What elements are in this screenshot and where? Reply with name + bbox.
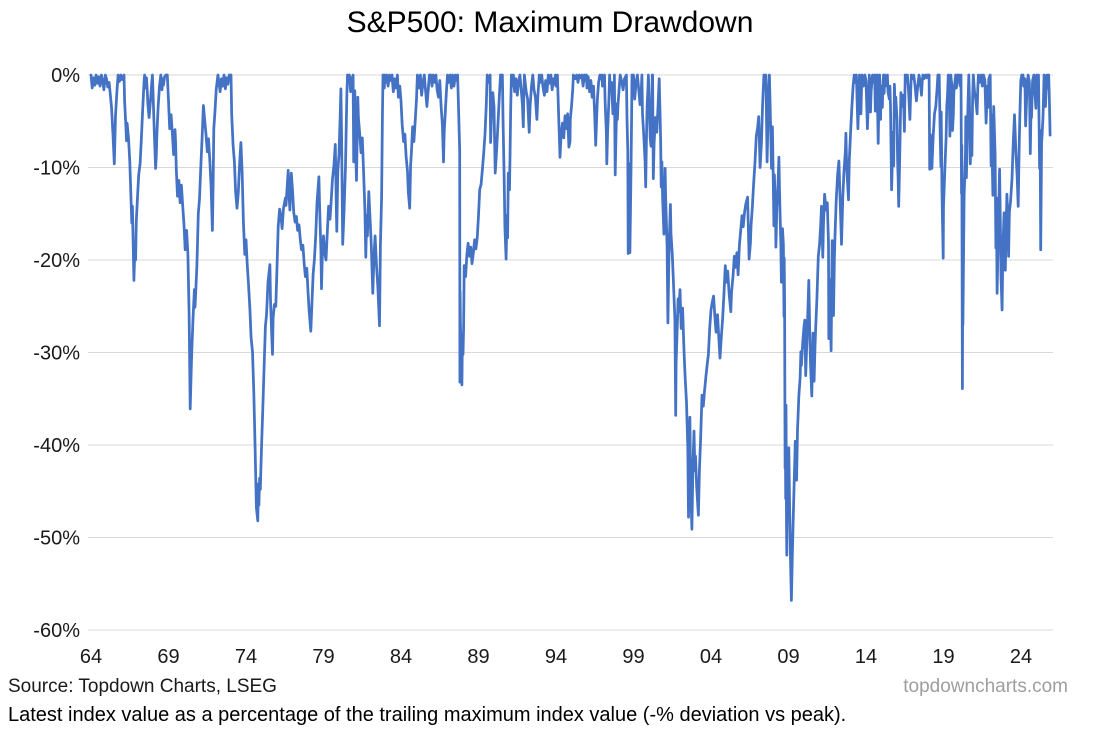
x-tick-label-89: 89 xyxy=(467,646,489,668)
y-tick-label--10: -10% xyxy=(33,158,80,180)
y-tick-label--50: -50% xyxy=(33,528,80,550)
x-tick-label-14: 14 xyxy=(855,646,877,668)
x-tick-label-04: 04 xyxy=(700,646,722,668)
x-tick-label-09: 09 xyxy=(777,646,799,668)
drawdown-plot-area: 0% -10% -20% -30% -40% -50% -60%64 69 74 79 84 89 94… xyxy=(33,65,1053,668)
x-tick-label-74: 74 xyxy=(235,646,257,668)
y-tick-label-0: 0% xyxy=(51,65,80,87)
y-tick-label--40: -40% xyxy=(33,435,80,457)
website-text: topdowncharts.com xyxy=(903,676,1068,697)
drawdown-line xyxy=(89,73,1052,602)
source-text: Source: Topdown Charts, LSEG xyxy=(8,676,277,697)
x-tick-label-69: 69 xyxy=(157,646,179,668)
y-tick-label--20: -20% xyxy=(33,250,80,272)
x-tick-label-64: 64 xyxy=(80,646,102,668)
x-tick-label-24: 24 xyxy=(1010,646,1032,668)
y-tick-label--30: -30% xyxy=(33,343,80,365)
x-tick-label-19: 19 xyxy=(932,646,954,668)
y-tick-label--60: -60% xyxy=(33,620,80,642)
x-tick-label-79: 79 xyxy=(312,646,334,668)
footnote-text: Latest index value as a percentage of th… xyxy=(8,704,847,726)
x-tick-label-84: 84 xyxy=(390,646,412,668)
x-tick-label-94: 94 xyxy=(545,646,567,668)
chart-title: S&P500: Maximum Drawdown xyxy=(346,6,754,39)
x-tick-label-99: 99 xyxy=(622,646,644,668)
